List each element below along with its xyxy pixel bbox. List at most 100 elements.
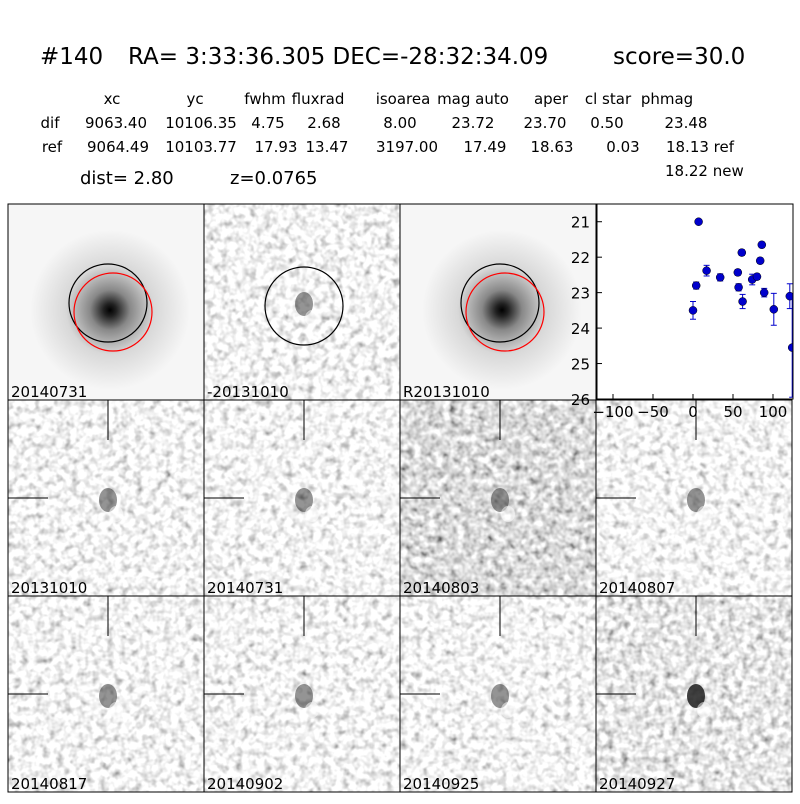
aperture-red bbox=[73, 272, 153, 352]
x-tick-label: 50 bbox=[723, 403, 742, 421]
residual bbox=[491, 684, 509, 708]
table-cell: 8.00 bbox=[383, 114, 416, 132]
column-header: xc bbox=[104, 90, 121, 108]
residual-bright bbox=[305, 310, 319, 326]
image-panel: R20131010 bbox=[399, 203, 597, 401]
galaxy bbox=[30, 230, 190, 390]
table-cell: 4.75 bbox=[251, 114, 284, 132]
points bbox=[688, 217, 793, 398]
data-point bbox=[702, 266, 711, 275]
column-header: fwhm bbox=[244, 90, 285, 108]
table-cell: 17.49 bbox=[464, 138, 507, 156]
data-point bbox=[759, 288, 769, 297]
residual-bright bbox=[697, 702, 711, 718]
candidate-id: #140 bbox=[40, 44, 103, 70]
residual-bright bbox=[109, 506, 123, 522]
y-tick-label: 22 bbox=[571, 249, 590, 267]
residual-bright bbox=[501, 702, 515, 718]
residual bbox=[295, 684, 313, 708]
table-cell: 2.68 bbox=[307, 114, 340, 132]
table-cell: 18.63 bbox=[531, 138, 574, 156]
dist: dist= 2.80 bbox=[80, 168, 174, 189]
residual bbox=[295, 488, 313, 512]
x-tick-label: 0 bbox=[688, 403, 698, 421]
data-point bbox=[752, 272, 762, 281]
table-cell: 13.47 bbox=[306, 138, 349, 156]
panel-label: 20140731 bbox=[207, 579, 283, 597]
panel-image bbox=[204, 204, 400, 400]
column-header: aper bbox=[534, 90, 569, 108]
image-panel: 20140807 bbox=[595, 399, 793, 597]
table-cell: 10106.35 bbox=[165, 114, 237, 132]
image-panel: 20140817 bbox=[7, 595, 205, 793]
redshift: z=0.0765 bbox=[230, 168, 318, 189]
panel-label: 20140902 bbox=[207, 775, 283, 793]
residual bbox=[99, 488, 117, 512]
image-panel: 20131010 bbox=[7, 399, 205, 597]
panel-label: 20140807 bbox=[599, 579, 675, 597]
residual bbox=[687, 684, 705, 708]
table-cell: 23.48 bbox=[665, 114, 708, 132]
column-header: isoarea bbox=[376, 90, 431, 108]
residual bbox=[295, 292, 313, 316]
score: score=30.0 bbox=[613, 44, 745, 70]
residual bbox=[491, 488, 509, 512]
image-panel: 20140927 bbox=[595, 595, 793, 793]
data-point bbox=[715, 273, 725, 282]
aperture-black bbox=[460, 263, 540, 343]
data-point bbox=[734, 283, 743, 292]
table-cell: 3197.00 bbox=[376, 138, 438, 156]
column-header: phmag bbox=[641, 90, 693, 108]
data-point bbox=[694, 217, 703, 226]
image-panel: 20140925 bbox=[399, 595, 597, 793]
panel-label: 20140927 bbox=[599, 775, 675, 793]
galaxy bbox=[422, 230, 582, 390]
aperture-black bbox=[264, 266, 344, 346]
column-header: cl star bbox=[585, 90, 632, 108]
panel-border bbox=[595, 595, 793, 793]
y-tick-label: 21 bbox=[571, 214, 590, 232]
data-point bbox=[688, 306, 698, 315]
y-tick-label: 23 bbox=[571, 285, 590, 303]
data-point bbox=[737, 248, 747, 257]
table-cell: 18.13 ref bbox=[666, 138, 735, 156]
panel-label: 20140803 bbox=[403, 579, 479, 597]
panel-label: 20140817 bbox=[11, 775, 87, 793]
image-panel: -20131010 bbox=[203, 203, 401, 401]
table-cell: 9063.40 bbox=[85, 114, 147, 132]
y-tick-label: 25 bbox=[571, 356, 590, 374]
y-tick-label: 24 bbox=[571, 320, 590, 338]
panel-label: R20131010 bbox=[403, 383, 490, 401]
data-point bbox=[691, 281, 701, 290]
aperture-red bbox=[465, 272, 545, 352]
image-panel: 20140902 bbox=[203, 595, 401, 793]
data-point bbox=[757, 240, 767, 250]
column-header: fluxrad bbox=[292, 90, 345, 108]
residual-bright bbox=[109, 702, 123, 718]
column-header: yc bbox=[186, 90, 203, 108]
image-panel: 20140731 bbox=[203, 399, 401, 597]
data-point bbox=[755, 256, 765, 265]
image-panel: 20140731 bbox=[7, 203, 205, 401]
data-point bbox=[769, 305, 779, 314]
coordinates: RA= 3:33:36.305 DEC=-28:32:34.09 bbox=[128, 44, 548, 70]
aperture-black bbox=[68, 263, 148, 343]
table-cell: 0.03 bbox=[606, 138, 639, 156]
table-cell: 0.50 bbox=[590, 114, 623, 132]
image-panel: 20140803 bbox=[399, 399, 597, 597]
panel-label: -20131010 bbox=[207, 383, 289, 401]
x-tick-label: −50 bbox=[637, 403, 669, 421]
data-point bbox=[733, 268, 743, 277]
residual-bright bbox=[305, 506, 319, 522]
table-cell: 17.93 bbox=[255, 138, 298, 156]
row-label: dif bbox=[41, 114, 61, 132]
residual-bright bbox=[501, 506, 515, 522]
residual-bright bbox=[697, 506, 711, 522]
phmag-new: 18.22 new bbox=[665, 162, 744, 180]
data-point bbox=[738, 297, 747, 306]
table-cell: 23.70 bbox=[524, 114, 567, 132]
column-header: mag auto bbox=[437, 90, 509, 108]
table-cell: 9064.49 bbox=[87, 138, 149, 156]
data-point bbox=[787, 343, 793, 352]
